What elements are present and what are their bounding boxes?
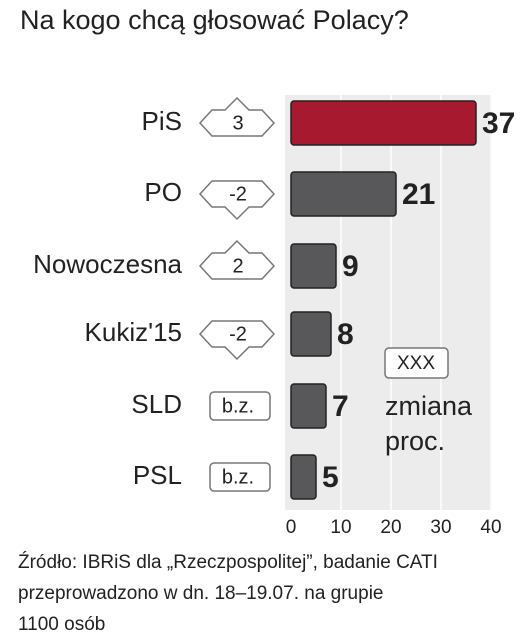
category-label: PSL xyxy=(133,460,182,490)
change-label: 3 xyxy=(232,112,243,134)
change-label: b.z. xyxy=(222,466,254,488)
bar xyxy=(290,311,332,357)
category-label: Nowoczesna xyxy=(33,249,182,279)
change-label: -2 xyxy=(229,183,247,205)
legend-label: proc. xyxy=(385,426,445,456)
change-box xyxy=(209,462,271,492)
category-label: SLD xyxy=(131,389,182,419)
value-label: 5 xyxy=(322,461,339,494)
x-tick-label: 40 xyxy=(480,517,501,538)
legend-label: zmiana xyxy=(385,391,473,421)
change-arrow-up xyxy=(198,239,276,280)
value-label: 9 xyxy=(342,250,359,283)
bar xyxy=(290,454,317,500)
category-label: Kukiz'15 xyxy=(85,317,182,347)
change-label: 2 xyxy=(232,255,243,277)
change-label: b.z. xyxy=(222,395,254,417)
change-arrow-down xyxy=(198,320,276,361)
category-label: PiS xyxy=(142,106,182,136)
bar xyxy=(290,383,327,429)
legend-box xyxy=(384,347,449,379)
change-arrow-up xyxy=(198,96,276,137)
source-note: 1100 osób xyxy=(18,614,105,635)
change-arrow-down xyxy=(198,180,276,221)
chart-title: Na kogo chcą głosować Polacy? xyxy=(20,5,409,35)
source-note: przeprowadzono w dn. 18–19.07. na grupie xyxy=(18,583,383,604)
bar xyxy=(290,100,477,146)
change-box xyxy=(209,391,271,421)
x-tick-label: 30 xyxy=(430,517,451,538)
plot-background xyxy=(285,95,492,510)
x-tick-label: 0 xyxy=(286,517,297,538)
x-tick-label: 20 xyxy=(380,517,401,538)
value-label: 7 xyxy=(332,390,349,423)
value-label: 21 xyxy=(402,178,435,211)
value-label: 37 xyxy=(482,107,515,140)
legend-sample: XXX xyxy=(397,353,435,374)
source-note: Źródło: IBRiS dla „Rzeczpospolitej”, bad… xyxy=(18,552,438,573)
x-tick-label: 10 xyxy=(330,517,351,538)
bar xyxy=(290,243,337,289)
bar xyxy=(290,171,397,217)
value-label: 8 xyxy=(337,318,354,351)
change-label: -2 xyxy=(229,323,247,345)
category-label: PO xyxy=(144,177,182,207)
